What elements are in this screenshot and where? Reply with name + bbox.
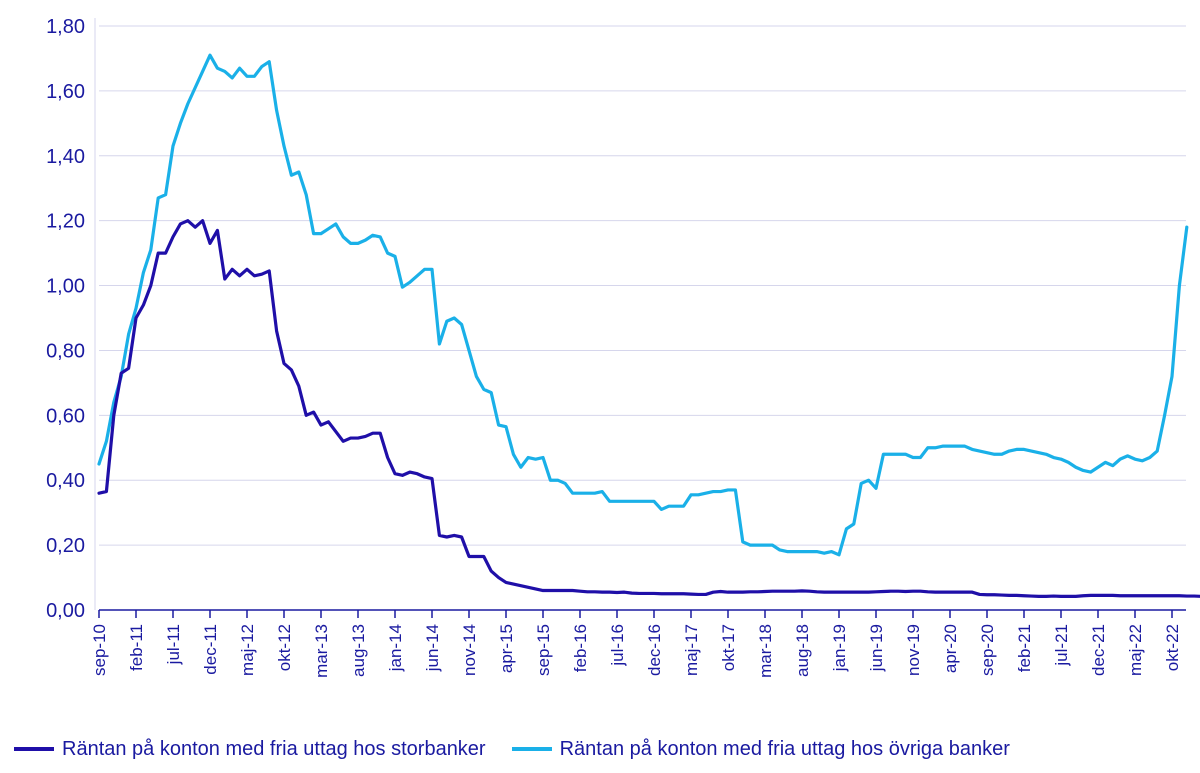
series-line-1 <box>97 53 1189 557</box>
x-tick-label: aug-13 <box>349 624 368 677</box>
legend: Räntan på konton med fria uttag hos stor… <box>14 732 1194 766</box>
x-tick-label: sep-20 <box>978 624 997 676</box>
x-tick-label: maj-17 <box>682 624 701 676</box>
y-tick-label: 0,80 <box>46 340 85 362</box>
x-tick-label: feb-21 <box>1015 624 1034 672</box>
y-tick-label: 1,00 <box>46 276 85 298</box>
x-tick-label: aug-18 <box>793 624 812 677</box>
x-tick-label: okt-17 <box>719 624 738 671</box>
y-tick-label: 1,60 <box>46 81 85 103</box>
x-tick-label: apr-20 <box>941 624 960 673</box>
x-tick-label: jul-11 <box>164 624 183 665</box>
legend-item-storbanker: Räntan på konton med fria uttag hos stor… <box>14 738 486 761</box>
gridlines <box>99 25 1186 546</box>
x-tick-label: jul-21 <box>1052 624 1071 667</box>
x-tick-label: feb-16 <box>571 624 590 672</box>
x-tick-label: jun-19 <box>867 624 886 672</box>
x-tick-label: feb-11 <box>127 624 146 671</box>
x-tick-label: mar-18 <box>756 624 775 678</box>
y-axis-tick-labels: 0,00 0,20 0,40 0,60 0,80 1,00 1,20 1,40 1,60 1,80 <box>46 16 85 622</box>
y-tick-label: 0,00 <box>46 600 85 622</box>
legend-item-ovriga-banker: Räntan på konton med fria uttag hos övri… <box>511 737 1010 761</box>
x-tick-label: dec-11 <box>201 624 220 675</box>
legend-swatch-storbanker <box>14 747 54 751</box>
x-tick-label: jun-14 <box>423 624 442 672</box>
legend-label-ovriga-banker: Räntan på konton med fria uttag hos övri… <box>559 737 1010 760</box>
legend-label-storbanker: Räntan på konton med fria uttag hos stor… <box>62 737 486 760</box>
legend-swatch-ovriga-banker <box>511 747 552 751</box>
x-tick-label: okt-12 <box>275 624 294 671</box>
x-tick-label: dec-16 <box>645 624 664 676</box>
x-tick-label: sep-10 <box>90 624 109 676</box>
x-tick-label: okt-22 <box>1163 624 1182 671</box>
x-tick-label: apr-15 <box>497 624 516 673</box>
x-axis: sep-10 feb-11 jul-11 dec-11 maj-12 okt-12 mar-… <box>90 18 1186 678</box>
x-tick-label: sep-15 <box>534 624 553 676</box>
y-tick-label: 1,20 <box>46 211 85 233</box>
y-tick-label: 1,80 <box>46 16 85 38</box>
x-tick-label: jan-19 <box>830 624 849 672</box>
x-tick-label: jan-14 <box>386 624 405 672</box>
y-tick-label: 0,60 <box>46 405 85 427</box>
x-tick-label: jul-16 <box>608 624 627 667</box>
x-tick-label: nov-19 <box>904 624 923 676</box>
x-tick-label: nov-14 <box>460 624 479 676</box>
line-chart: 0,00 0,20 0,40 0,60 0,80 1,00 1,20 1,40 1,60 1,80… <box>46 16 1200 678</box>
x-tick-label: maj-22 <box>1126 624 1145 676</box>
series-lines <box>97 53 1200 598</box>
series-line-0 <box>97 219 1200 598</box>
y-tick-label: 1,40 <box>46 146 85 168</box>
x-tick-label: maj-12 <box>238 624 257 676</box>
x-tick-label: mar-13 <box>312 624 331 678</box>
x-tick-label: dec-21 <box>1089 624 1108 676</box>
y-tick-label: 0,20 <box>46 535 85 557</box>
y-tick-label: 0,40 <box>46 470 85 492</box>
